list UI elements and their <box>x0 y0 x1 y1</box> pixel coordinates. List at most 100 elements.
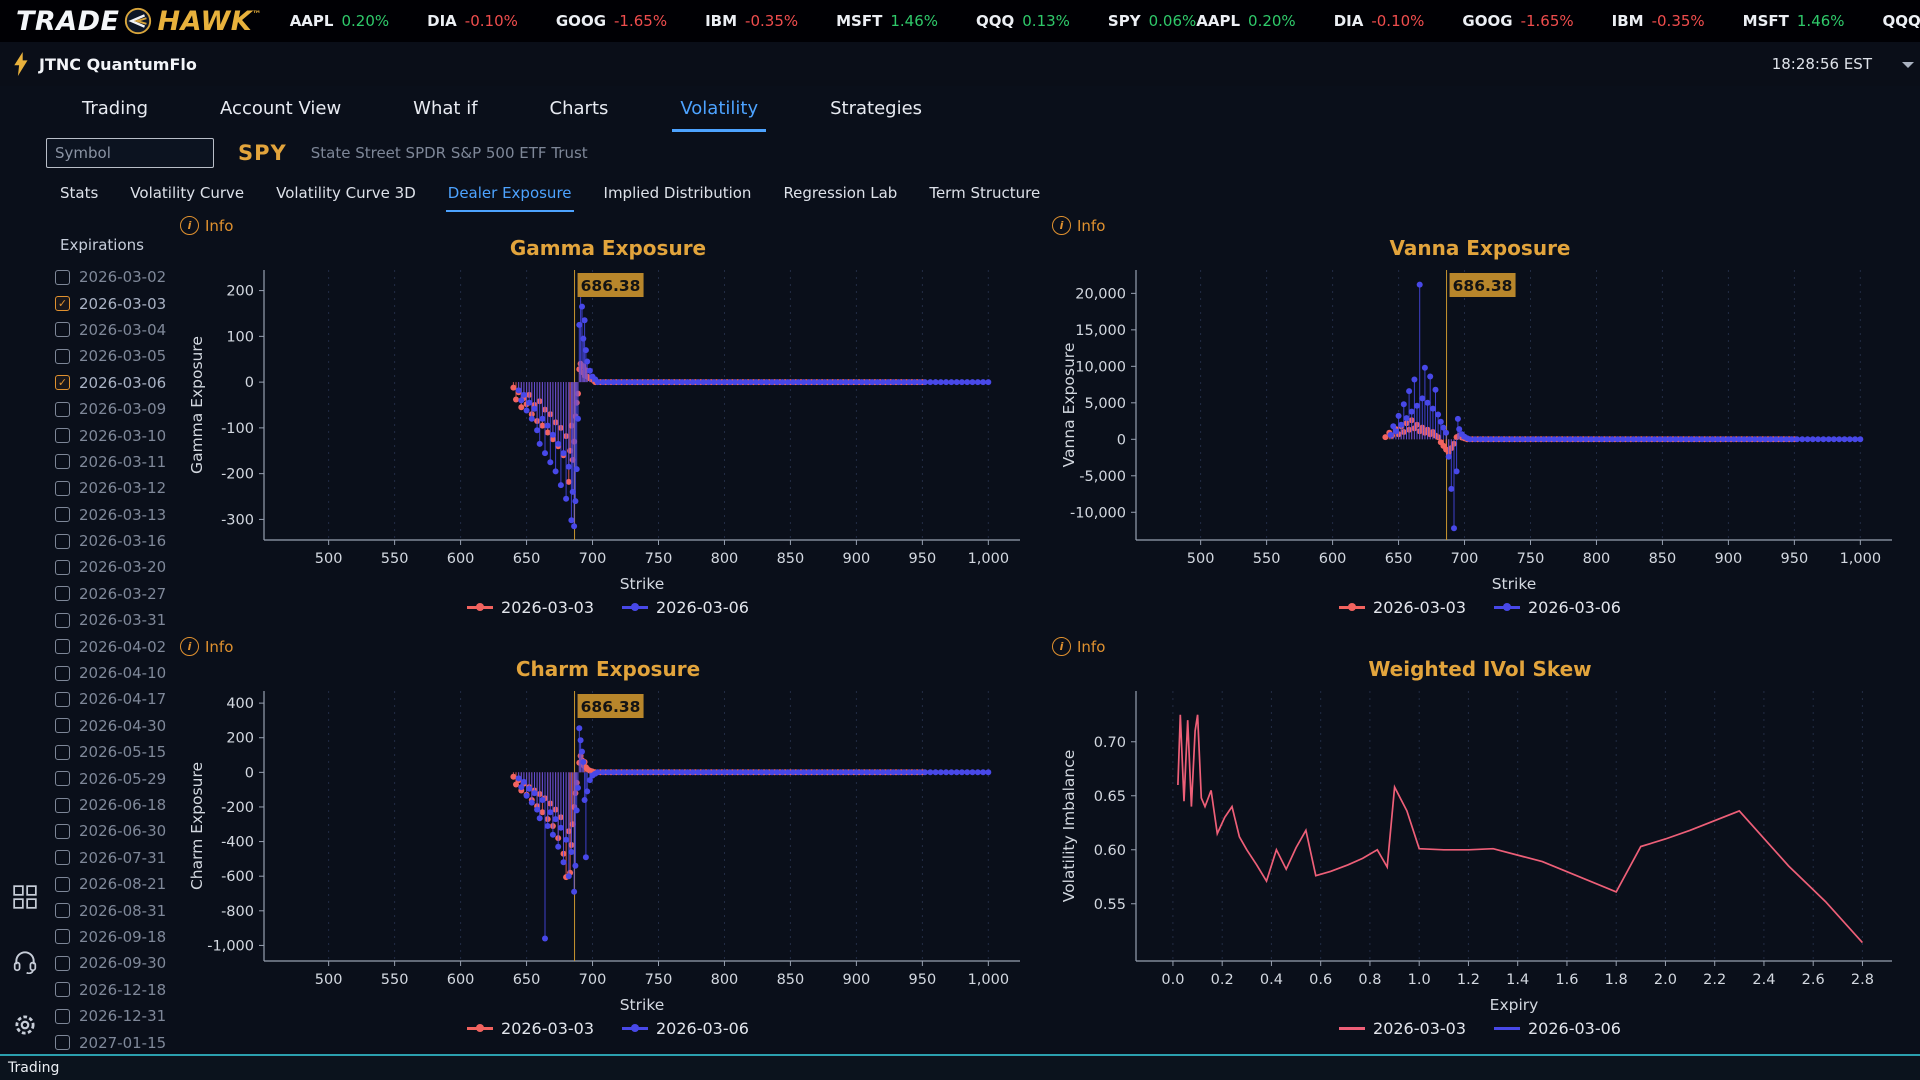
expiration-item[interactable]: 2026-03-13 <box>55 502 172 528</box>
layout-grid-button[interactable] <box>12 884 38 910</box>
expiration-item[interactable]: 2026-03-10 <box>55 422 172 448</box>
tab-strategies[interactable]: Strategies <box>830 98 923 119</box>
settings-gear-button[interactable] <box>12 1012 38 1038</box>
expiration-checkbox[interactable] <box>55 665 70 681</box>
expiration-item[interactable]: 2026-09-30 <box>55 950 172 976</box>
ticker-item-dia[interactable]: DIA -0.10% <box>1334 12 1425 30</box>
expiration-checkbox[interactable] <box>55 401 70 417</box>
tab-charts[interactable]: Charts <box>549 98 609 119</box>
expiration-item[interactable]: 2026-03-09 <box>55 396 172 422</box>
expiration-item[interactable]: ✓ 2026-03-03 <box>55 290 172 316</box>
info-button[interactable]: i Info <box>1052 637 1105 656</box>
ticker-item-dia[interactable]: DIA -0.10% <box>427 12 518 30</box>
expiration-item[interactable]: 2026-04-17 <box>55 686 172 712</box>
expiration-item[interactable]: 2026-03-27 <box>55 581 172 607</box>
ticker-item-spy[interactable]: SPY 0.06% <box>1108 12 1196 30</box>
expiration-item[interactable]: 2026-03-02 <box>55 264 172 290</box>
expiration-checkbox[interactable] <box>55 823 70 839</box>
expiration-checkbox[interactable] <box>55 1008 70 1024</box>
info-button[interactable]: i Info <box>180 216 233 235</box>
expiration-checkbox[interactable] <box>55 1035 70 1051</box>
expiration-item[interactable]: 2026-04-30 <box>55 713 172 739</box>
info-button[interactable]: i Info <box>180 637 233 656</box>
ticker-item-goog[interactable]: GOOG -1.65% <box>556 12 667 30</box>
expiration-item[interactable]: 2026-04-02 <box>55 633 172 659</box>
charm-exposure-chart[interactable]: -1,000 -800 -600 -400 -200 0 200 400 500 550 600 65… <box>180 683 1036 1017</box>
expiration-checkbox[interactable] <box>55 480 70 496</box>
ticker-item-qqq[interactable]: QQQ <box>1883 12 1920 30</box>
symbol-input[interactable] <box>46 138 214 168</box>
expiration-item[interactable]: 2026-06-18 <box>55 792 172 818</box>
ticker-item-qqq[interactable]: QQQ 0.13% <box>976 12 1070 30</box>
subtab-stats[interactable]: Stats <box>60 184 99 202</box>
expiration-checkbox[interactable] <box>55 797 70 813</box>
subtab-volatility-curve[interactable]: Volatility Curve <box>130 184 245 202</box>
expiration-item[interactable]: 2026-03-16 <box>55 528 172 554</box>
info-button[interactable]: i Info <box>1052 216 1105 235</box>
expiration-checkbox[interactable] <box>55 322 70 338</box>
expiration-item[interactable]: 2026-06-30 <box>55 818 172 844</box>
legend-item[interactable]: 2026-03-03 <box>467 1019 594 1038</box>
tab-volatility[interactable]: Volatility <box>672 90 767 132</box>
expiration-item[interactable]: 2026-09-18 <box>55 924 172 950</box>
expiration-item[interactable]: 2026-03-20 <box>55 554 172 580</box>
expiration-item[interactable]: 2026-04-10 <box>55 660 172 686</box>
legend-item[interactable]: 2026-03-06 <box>1494 1019 1621 1038</box>
expiration-checkbox[interactable] <box>55 454 70 470</box>
subtab-dealer-exposure[interactable]: Dealer Exposure <box>445 178 574 212</box>
ticker-item-aapl[interactable]: AAPL 0.20% <box>1196 12 1295 30</box>
expiration-item[interactable]: 2026-05-15 <box>55 739 172 765</box>
expiration-item[interactable]: 2026-03-05 <box>55 343 172 369</box>
expiration-item[interactable]: 2026-03-04 <box>55 317 172 343</box>
subtab-implied-distribution[interactable]: Implied Distribution <box>603 184 752 202</box>
legend-item[interactable]: 2026-03-03 <box>467 598 594 617</box>
ticker-item-msft[interactable]: MSFT 1.46% <box>836 12 938 30</box>
chevron-down-icon[interactable] <box>1902 62 1914 68</box>
ticker-item-ibm[interactable]: IBM -0.35% <box>1612 12 1705 30</box>
expiration-item[interactable]: 2026-08-21 <box>55 871 172 897</box>
ticker-item-msft[interactable]: MSFT 1.46% <box>1743 12 1845 30</box>
expiration-item[interactable]: 2026-03-11 <box>55 449 172 475</box>
ticker-item-aapl[interactable]: AAPL 0.20% <box>290 12 389 30</box>
expiration-item[interactable]: 2026-03-31 <box>55 607 172 633</box>
legend-item[interactable]: 2026-03-06 <box>1494 598 1621 617</box>
expiration-checkbox[interactable] <box>55 507 70 523</box>
expiration-checkbox[interactable] <box>55 533 70 549</box>
expiration-checkbox[interactable] <box>55 982 70 998</box>
tab-what-if[interactable]: What if <box>413 98 478 119</box>
ticker-item-ibm[interactable]: IBM -0.35% <box>705 12 798 30</box>
expiration-checkbox[interactable] <box>55 929 70 945</box>
expiration-checkbox[interactable]: ✓ <box>55 296 70 312</box>
legend-item[interactable]: 2026-03-06 <box>622 1019 749 1038</box>
expiration-checkbox[interactable] <box>55 771 70 787</box>
vanna-exposure-chart[interactable]: -10,000 -5,000 0 5,000 10,000 15,000 20,000 500… <box>1052 262 1908 596</box>
expiration-checkbox[interactable] <box>55 586 70 602</box>
gamma-exposure-chart[interactable]: -300 -200 -100 0 100 200 500 550 600 650 700 750 800… <box>180 262 1036 596</box>
support-headset-button[interactable] <box>12 948 38 974</box>
subtab-regression-lab[interactable]: Regression Lab <box>783 184 898 202</box>
expiration-checkbox[interactable] <box>55 559 70 575</box>
expiration-item[interactable]: 2026-12-18 <box>55 977 172 1003</box>
expiration-checkbox[interactable] <box>55 348 70 364</box>
legend-item[interactable]: 2026-03-03 <box>1339 1019 1466 1038</box>
subtab-term-structure[interactable]: Term Structure <box>929 184 1041 202</box>
expiration-item[interactable]: 2026-12-31 <box>55 1003 172 1029</box>
expiration-item[interactable]: ✓ 2026-03-06 <box>55 370 172 396</box>
expiration-item[interactable]: 2027-01-15 <box>55 1029 172 1055</box>
expiration-checkbox[interactable] <box>55 903 70 919</box>
expiration-item[interactable]: 2026-05-29 <box>55 765 172 791</box>
expiration-checkbox[interactable]: ✓ <box>55 375 70 391</box>
expiration-checkbox[interactable] <box>55 269 70 285</box>
expiration-checkbox[interactable] <box>55 612 70 628</box>
expiration-item[interactable]: 2026-07-31 <box>55 845 172 871</box>
expiration-checkbox[interactable] <box>55 639 70 655</box>
legend-item[interactable]: 2026-03-06 <box>622 598 749 617</box>
expiration-checkbox[interactable] <box>55 718 70 734</box>
expiration-checkbox[interactable] <box>55 850 70 866</box>
legend-item[interactable]: 2026-03-03 <box>1339 598 1466 617</box>
expiration-checkbox[interactable] <box>55 955 70 971</box>
expiration-checkbox[interactable] <box>55 876 70 892</box>
expiration-item[interactable]: 2026-03-12 <box>55 475 172 501</box>
tab-trading[interactable]: Trading <box>82 98 149 119</box>
subtab-volatility-curve-3d[interactable]: Volatility Curve 3D <box>276 184 416 202</box>
